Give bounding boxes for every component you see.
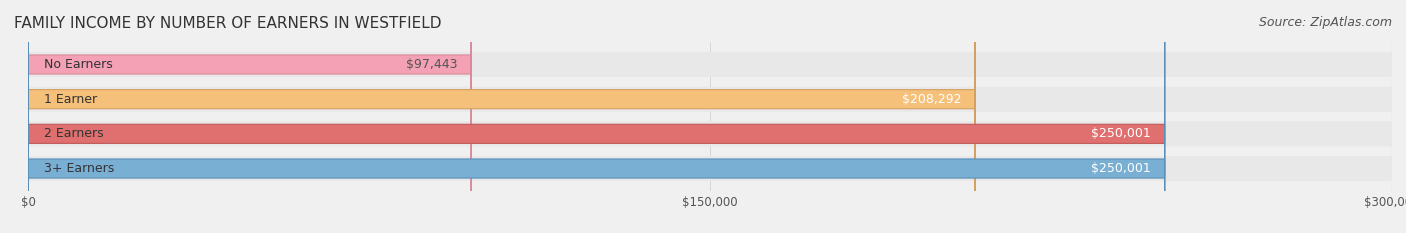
Text: 1 Earner: 1 Earner — [44, 93, 97, 106]
Text: 2 Earners: 2 Earners — [44, 127, 104, 140]
FancyBboxPatch shape — [28, 0, 1164, 233]
FancyBboxPatch shape — [28, 0, 974, 233]
FancyBboxPatch shape — [28, 0, 1392, 233]
Text: $250,001: $250,001 — [1091, 127, 1152, 140]
FancyBboxPatch shape — [28, 0, 1392, 233]
Text: 3+ Earners: 3+ Earners — [44, 162, 114, 175]
FancyBboxPatch shape — [28, 0, 1164, 233]
Text: Source: ZipAtlas.com: Source: ZipAtlas.com — [1258, 16, 1392, 29]
Text: $97,443: $97,443 — [406, 58, 457, 71]
FancyBboxPatch shape — [28, 0, 1392, 233]
Text: FAMILY INCOME BY NUMBER OF EARNERS IN WESTFIELD: FAMILY INCOME BY NUMBER OF EARNERS IN WE… — [14, 16, 441, 31]
FancyBboxPatch shape — [28, 0, 471, 233]
Text: No Earners: No Earners — [44, 58, 112, 71]
Text: $208,292: $208,292 — [901, 93, 962, 106]
Text: $250,001: $250,001 — [1091, 162, 1152, 175]
FancyBboxPatch shape — [28, 0, 1392, 233]
